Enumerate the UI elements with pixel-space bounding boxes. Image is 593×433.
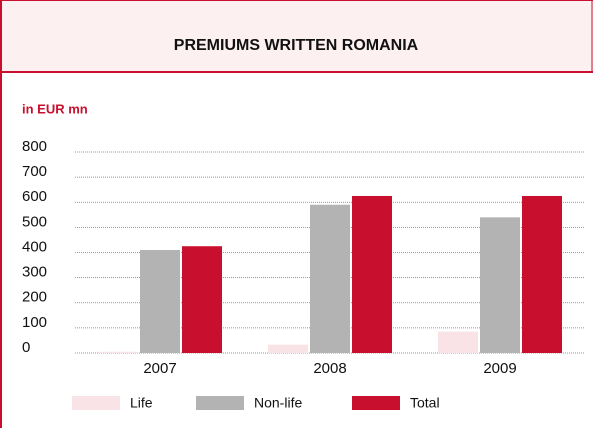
bar	[98, 351, 138, 353]
bar	[438, 331, 478, 353]
bar	[268, 344, 308, 353]
y-tick-label: 300	[22, 264, 47, 281]
y-tick-label: 0	[22, 339, 30, 356]
bar	[140, 249, 180, 353]
legend-label: Total	[410, 395, 440, 411]
y-tick-label: 400	[22, 238, 47, 255]
bar	[182, 246, 222, 353]
y-tick-label: 500	[22, 213, 47, 230]
y-tick-label: 200	[22, 289, 47, 306]
y-tick-label: 800	[22, 138, 47, 155]
x-tick-label: 2007	[143, 360, 176, 377]
x-tick-label: 2008	[313, 360, 346, 377]
chart-title: PREMIUMS WRITTEN ROMANIA	[174, 37, 419, 54]
bar	[480, 217, 520, 353]
legend-swatch	[72, 396, 120, 410]
bar	[522, 195, 562, 353]
y-tick-label: 700	[22, 163, 47, 180]
bar	[310, 204, 350, 353]
legend-label: Life	[130, 395, 153, 411]
y-tick-label: 100	[22, 314, 47, 331]
x-tick-label: 2009	[483, 360, 516, 377]
legend-label: Non-life	[254, 395, 302, 411]
title-band	[0, 0, 593, 72]
legend-swatch	[196, 396, 244, 410]
chart-subtitle: in EUR mn	[22, 101, 88, 116]
legend-swatch	[352, 396, 400, 410]
bar	[352, 195, 392, 353]
y-tick-label: 600	[22, 188, 47, 205]
